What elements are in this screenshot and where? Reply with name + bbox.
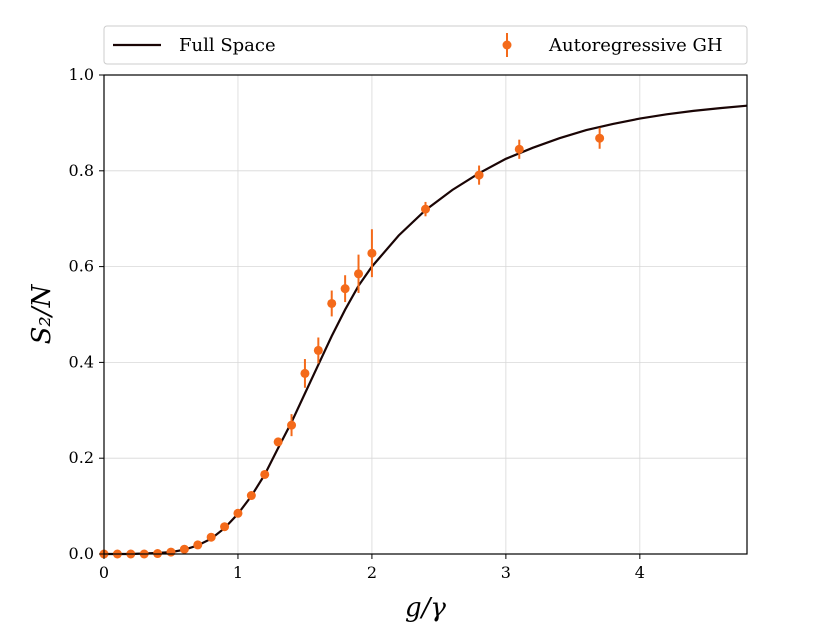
data-point bbox=[514, 144, 524, 154]
data-point bbox=[166, 547, 176, 557]
x-tick-label: 1 bbox=[233, 563, 243, 582]
legend: Full Space Autoregressive GH bbox=[103, 25, 748, 65]
data-point bbox=[193, 540, 203, 550]
data-point bbox=[233, 508, 243, 518]
y-tick-label: 0.8 bbox=[69, 161, 94, 180]
x-tick-label: 4 bbox=[635, 563, 645, 582]
data-point bbox=[327, 298, 337, 308]
y-axis-label: S₂/N bbox=[27, 283, 57, 344]
data-point bbox=[354, 269, 364, 279]
y-tick-label: 0.2 bbox=[69, 448, 94, 467]
data-point bbox=[179, 544, 189, 554]
full-space-series bbox=[104, 104, 748, 556]
data-point bbox=[367, 248, 377, 258]
data-point bbox=[273, 437, 283, 447]
autoregressive-gh-series bbox=[99, 127, 605, 559]
x-tick-label: 2 bbox=[367, 563, 377, 582]
data-point bbox=[246, 491, 256, 501]
y-tick-label: 0.4 bbox=[69, 352, 94, 371]
full-space-line bbox=[104, 104, 748, 556]
data-point bbox=[206, 532, 216, 542]
grid bbox=[103, 74, 747, 555]
legend-swatch-autoregressive-gh bbox=[502, 40, 512, 50]
data-point bbox=[595, 133, 605, 143]
legend-box bbox=[103, 25, 748, 65]
x-tick-label: 3 bbox=[501, 563, 511, 582]
data-point bbox=[313, 345, 323, 355]
x-axis-label: g/γ bbox=[405, 593, 446, 623]
data-point bbox=[287, 420, 297, 430]
data-point bbox=[300, 368, 310, 378]
x-tick-label: 0 bbox=[99, 563, 109, 582]
y-tick-label: 1.0 bbox=[69, 65, 94, 84]
ticks: 0 1 2 3 4 0.0 0.2 0.4 0.6 0.8 1.0 bbox=[69, 65, 645, 582]
legend-label-autoregressive-gh: Autoregressive GH bbox=[548, 35, 723, 56]
axes-frame bbox=[103, 74, 748, 555]
y-tick-label: 0.0 bbox=[69, 544, 94, 563]
data-point bbox=[421, 204, 430, 214]
data-point bbox=[260, 469, 270, 479]
legend-label-full-space: Full Space bbox=[179, 35, 276, 56]
y-tick-label: 0.6 bbox=[69, 257, 94, 276]
data-point bbox=[474, 170, 484, 180]
data-point bbox=[220, 522, 230, 532]
data-point bbox=[340, 284, 350, 294]
